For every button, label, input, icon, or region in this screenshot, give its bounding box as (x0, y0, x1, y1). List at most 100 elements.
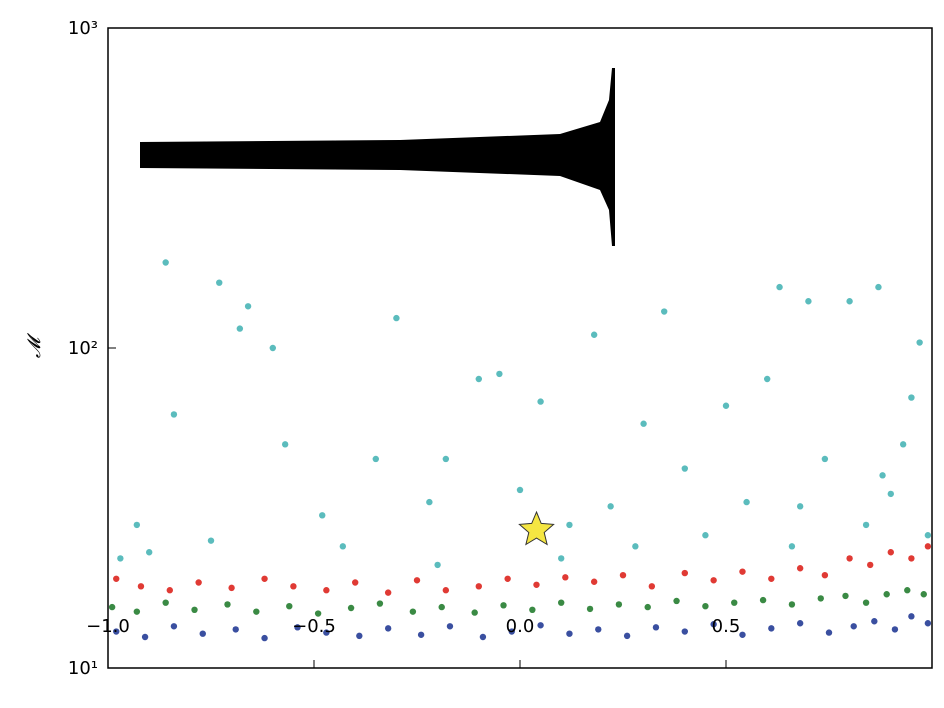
point (920, 591, 927, 598)
point (504, 575, 511, 582)
point (661, 308, 668, 315)
point (924, 620, 932, 627)
point (244, 303, 252, 310)
point (286, 603, 293, 610)
point (566, 521, 573, 529)
point (891, 626, 899, 633)
point (261, 634, 268, 642)
point (290, 583, 297, 590)
point (426, 498, 433, 506)
point (768, 575, 775, 582)
point (887, 490, 894, 498)
point (586, 605, 594, 613)
point (253, 608, 260, 615)
point (908, 613, 915, 620)
point (479, 633, 487, 641)
point (558, 555, 565, 562)
point (908, 394, 915, 401)
point (347, 604, 355, 612)
point (710, 577, 717, 584)
point (384, 625, 392, 632)
point (673, 597, 680, 605)
point (590, 331, 598, 338)
x-tick-label: 0.5 (712, 616, 741, 637)
point (319, 512, 326, 519)
point (339, 543, 347, 550)
point (141, 633, 149, 641)
point (133, 608, 141, 615)
point (776, 283, 783, 291)
point (352, 579, 359, 586)
point (207, 537, 215, 544)
point (323, 629, 330, 636)
point (879, 472, 886, 479)
point (924, 543, 932, 550)
point (862, 521, 870, 529)
point (413, 577, 421, 584)
point (796, 503, 804, 510)
point (743, 498, 750, 506)
point (681, 569, 688, 577)
point (796, 620, 804, 627)
point (314, 610, 322, 617)
point (904, 587, 911, 594)
point (595, 626, 602, 633)
point (764, 375, 771, 383)
point (640, 420, 647, 427)
point (875, 283, 882, 291)
point (533, 581, 540, 588)
waveform-inset (140, 68, 615, 246)
point (817, 595, 824, 602)
point (195, 579, 202, 586)
point (558, 599, 565, 606)
y-tick-label: 10¹ (68, 658, 98, 679)
point (825, 629, 833, 636)
point (796, 565, 804, 572)
point (113, 628, 120, 635)
point (224, 601, 231, 608)
point (446, 623, 454, 630)
point (805, 298, 812, 305)
point (768, 625, 775, 632)
point (228, 584, 235, 592)
point (867, 561, 874, 569)
point (108, 603, 116, 611)
point (475, 583, 482, 590)
point (871, 618, 878, 625)
point (529, 606, 536, 614)
point (434, 561, 441, 569)
point (908, 555, 915, 562)
point (393, 314, 400, 322)
point (739, 631, 746, 638)
point (702, 532, 709, 539)
point (496, 370, 503, 378)
point (137, 583, 145, 590)
point (162, 259, 169, 266)
point (232, 626, 239, 633)
point (899, 441, 907, 448)
point (537, 398, 544, 405)
point (862, 599, 870, 606)
point (384, 589, 392, 596)
point (372, 455, 379, 463)
point (681, 465, 688, 472)
point (759, 596, 767, 604)
point (216, 279, 223, 286)
point (170, 623, 178, 630)
point (146, 549, 153, 556)
point (113, 575, 120, 582)
x-tick-label: −0.5 (292, 616, 336, 637)
point (261, 575, 268, 582)
y-tick-label: 10² (68, 338, 98, 359)
point (191, 606, 198, 614)
point (294, 624, 301, 631)
point (850, 623, 857, 630)
point (471, 609, 478, 616)
point (821, 571, 829, 579)
point (562, 574, 569, 581)
y-axis-label: 𝓜 (24, 332, 45, 358)
point (133, 521, 141, 529)
point (607, 503, 614, 510)
point (475, 375, 482, 383)
point (619, 571, 627, 579)
